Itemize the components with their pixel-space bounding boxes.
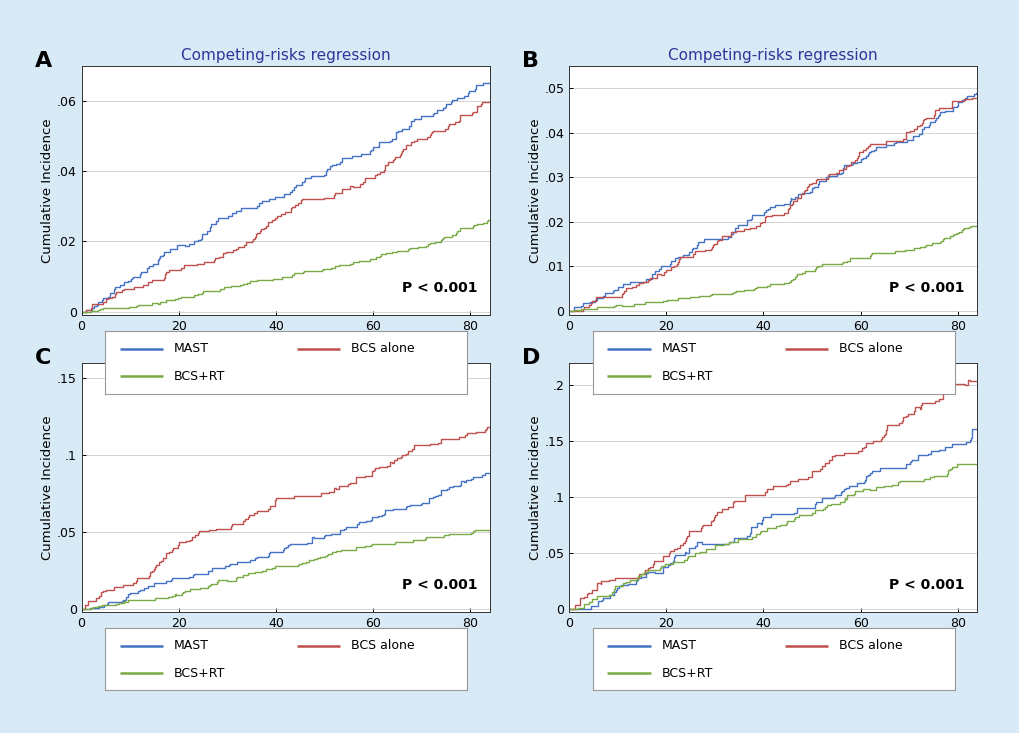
Text: MAST: MAST xyxy=(660,639,696,652)
Text: MAST: MAST xyxy=(660,342,696,356)
Title: Competing-risks regression: Competing-risks regression xyxy=(180,345,390,361)
Text: BCS+RT: BCS+RT xyxy=(660,666,712,679)
Text: BCS+RT: BCS+RT xyxy=(173,369,225,383)
Text: MAST: MAST xyxy=(173,342,209,356)
Text: BCS+RT: BCS+RT xyxy=(660,369,712,383)
X-axis label: Follow-up(months): Follow-up(months) xyxy=(223,336,347,349)
Text: BCS alone: BCS alone xyxy=(838,342,902,356)
Y-axis label: Cumulative Incidence: Cumulative Incidence xyxy=(528,118,541,263)
Text: P < 0.001: P < 0.001 xyxy=(889,281,964,295)
Text: BCS alone: BCS alone xyxy=(351,342,415,356)
Title: Competing-risks regression: Competing-risks regression xyxy=(667,345,877,361)
Y-axis label: Cumulative Incidence: Cumulative Incidence xyxy=(41,118,54,263)
Text: MAST: MAST xyxy=(173,639,209,652)
Text: P < 0.001: P < 0.001 xyxy=(401,281,477,295)
Y-axis label: Cumulative Incidence: Cumulative Incidence xyxy=(41,415,54,560)
Text: C: C xyxy=(35,348,51,368)
Text: B: B xyxy=(522,51,539,71)
Text: A: A xyxy=(35,51,52,71)
Title: Competing-risks regression: Competing-risks regression xyxy=(667,48,877,64)
Title: Competing-risks regression: Competing-risks regression xyxy=(180,48,390,64)
X-axis label: Follow-up(months): Follow-up(months) xyxy=(710,633,835,646)
Text: D: D xyxy=(522,348,540,368)
Text: BCS alone: BCS alone xyxy=(838,639,902,652)
Text: BCS alone: BCS alone xyxy=(351,639,415,652)
Y-axis label: Cumulative Incidence: Cumulative Incidence xyxy=(528,415,541,560)
X-axis label: Follow-up(months): Follow-up(months) xyxy=(223,633,347,646)
Text: P < 0.001: P < 0.001 xyxy=(889,578,964,592)
Text: P < 0.001: P < 0.001 xyxy=(401,578,477,592)
Text: BCS+RT: BCS+RT xyxy=(173,666,225,679)
X-axis label: Follow-up(months): Follow-up(months) xyxy=(710,336,835,349)
